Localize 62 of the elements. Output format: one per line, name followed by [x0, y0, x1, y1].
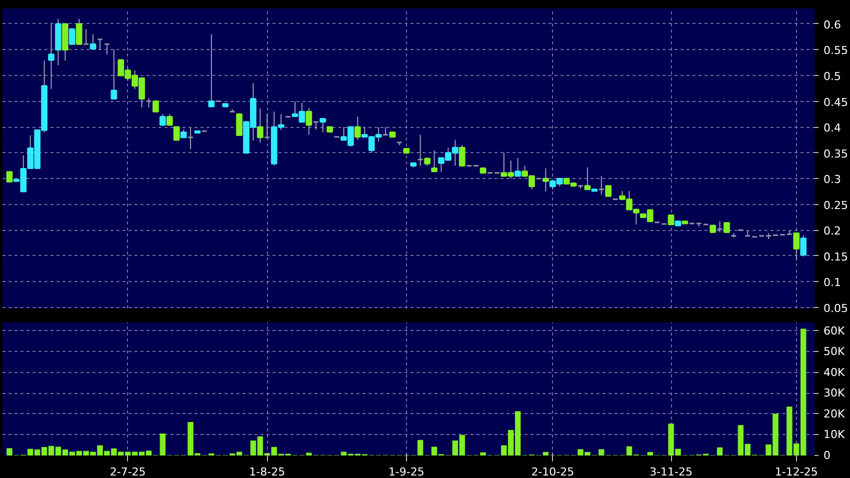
candlestick [598, 176, 605, 196]
candlestick [48, 23, 54, 90]
x-tick-label: 3-11-25 [650, 466, 693, 478]
candlestick [514, 157, 522, 177]
y-tick-label: 10K [824, 428, 846, 442]
candlestick [166, 114, 173, 126]
candlestick [312, 121, 320, 130]
x-tick-label: 1-9-25 [388, 466, 424, 478]
y-tick-label: 0.55 [824, 44, 848, 58]
x-tick-label: 2-10-25 [531, 466, 574, 478]
y-tick-label: 0.05 [824, 302, 848, 315]
y-tick-label: 0.4 [824, 122, 841, 135]
x-tick-label: 1-12-25 [774, 466, 818, 478]
candlestick [110, 49, 118, 100]
y-tick-label: 20K [824, 407, 846, 420]
candlestick [793, 232, 800, 261]
y-tick-label: 40K [824, 366, 846, 379]
candlestick [800, 234, 807, 257]
candlestick [724, 222, 730, 233]
candlestick [256, 108, 264, 144]
candlestick [320, 118, 326, 133]
candlestick [152, 100, 159, 112]
y-tick-label: 0.15 [824, 250, 848, 264]
candlestick [82, 28, 90, 45]
y-tick-label: 0.2 [824, 224, 841, 238]
candlestick [6, 171, 13, 182]
candlestick [354, 116, 361, 140]
candlestick [716, 220, 723, 233]
candlestick [208, 34, 215, 108]
candlestick [104, 43, 110, 55]
candlestick [96, 38, 104, 50]
y-tick-label: 60K [824, 324, 846, 338]
candlestick [306, 107, 312, 136]
candlestick [668, 214, 674, 226]
y-tick-label: 0.35 [824, 147, 848, 160]
candlestick [431, 150, 438, 172]
y-tick-label: 0 [824, 449, 830, 462]
candlestick [264, 114, 270, 138]
candlestick [68, 28, 76, 45]
x-tick-label: 2-7-25 [110, 466, 146, 478]
candlestick [584, 166, 591, 190]
y-tick-label: 0.1 [824, 276, 841, 290]
candlestick [605, 185, 612, 197]
candlestick [417, 134, 424, 166]
candlestick [146, 98, 152, 108]
candlestick [458, 144, 466, 166]
candlestick [173, 126, 180, 141]
x-tick-label: 1-8-25 [249, 466, 286, 478]
y-tick-label: 0.6 [824, 18, 841, 32]
y-tick-label: 0.25 [824, 198, 848, 212]
candlestick [76, 18, 82, 45]
candlestick [187, 126, 194, 150]
candlestick [236, 113, 242, 136]
candlestick [159, 114, 166, 126]
candlestick [382, 126, 389, 136]
y-tick-label: 50K [824, 345, 846, 358]
y-tick-label: 0.45 [824, 96, 848, 109]
candlestick [90, 34, 96, 50]
candlestick [542, 168, 549, 192]
y-tick-label: 0.5 [824, 70, 841, 84]
y-tick-label: 30K [824, 386, 846, 400]
y-tick-label: 0.3 [824, 173, 841, 186]
